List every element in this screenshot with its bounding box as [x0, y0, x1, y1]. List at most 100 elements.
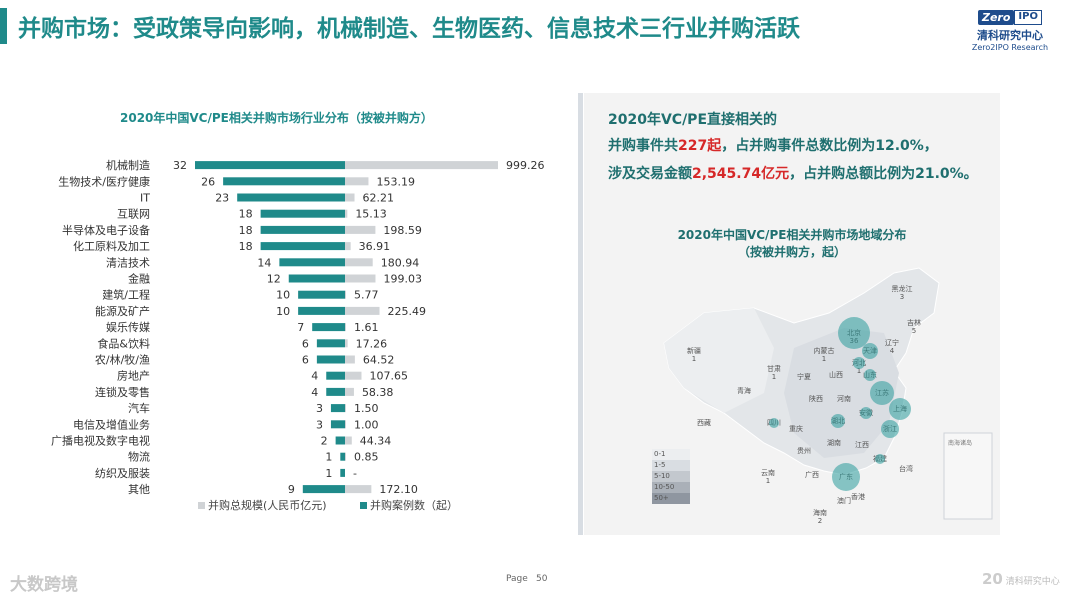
count-value-label: 18 — [239, 240, 253, 253]
scale-value-label: 107.65 — [369, 370, 408, 383]
count-value-label: 10 — [276, 289, 290, 302]
region-value: 2 — [818, 517, 822, 525]
watermark-right: 20 清科研究中心 — [982, 570, 1060, 588]
panel-divider — [578, 93, 583, 535]
map-legend-item: 50+ — [652, 493, 690, 504]
count-value-label: 10 — [276, 305, 290, 318]
south-china-sea-inset — [943, 432, 993, 520]
region-bubble — [831, 414, 845, 428]
watermark-right-number: 20 — [982, 570, 1003, 588]
scale-bar — [345, 290, 346, 299]
scale-bar — [345, 339, 348, 348]
scale-value-label: 199.03 — [383, 273, 422, 286]
scale-bar — [345, 225, 376, 234]
count-bar — [260, 225, 345, 234]
region-label: 青海 — [737, 386, 751, 395]
map-legend-item: 0-1 — [652, 449, 690, 460]
scale-value-label: - — [353, 467, 357, 480]
region-bubble — [862, 343, 878, 359]
region-bubble — [889, 398, 911, 420]
count-value-label: 26 — [201, 175, 215, 188]
region-value: 4 — [890, 347, 895, 355]
count-value-label: 9 — [288, 483, 295, 496]
map-title-line-2: （按被并购方，起） — [737, 245, 846, 259]
deal-count-highlight: 227起 — [678, 138, 722, 154]
page-label: Page — [506, 574, 528, 584]
count-bar — [326, 371, 345, 380]
scale-value-label: 1.00 — [354, 418, 379, 431]
count-value-label: 7 — [297, 321, 304, 334]
legend-swatch-scale — [198, 502, 205, 509]
region-label: 辽宁 — [885, 338, 899, 347]
region-value: 1 — [766, 477, 770, 485]
count-bar — [326, 387, 345, 396]
region-bubble — [769, 418, 779, 428]
scale-bar — [345, 355, 355, 364]
scale-bar — [345, 161, 498, 170]
scale-bar — [345, 404, 346, 413]
count-bar — [195, 161, 345, 170]
summary-line-2-a: 并购事件共 — [608, 138, 678, 154]
logo-ipo-text: IPO — [1014, 10, 1042, 25]
count-bar — [340, 452, 345, 461]
scale-value-label: 153.19 — [376, 175, 415, 188]
region-label: 河南 — [837, 394, 851, 403]
category-label: 娱乐传媒 — [106, 320, 150, 334]
region-bubble — [875, 454, 885, 464]
count-bar — [279, 258, 345, 267]
china-east-shading — [784, 328, 899, 458]
scale-value-label: 172.10 — [379, 483, 418, 496]
region-value: 1 — [692, 355, 696, 363]
region-label: 内蒙古 — [814, 346, 835, 355]
region-label: 湖南 — [827, 438, 841, 447]
count-bar — [223, 177, 345, 186]
count-value-label: 3 — [316, 402, 323, 415]
region-label: 江西 — [855, 441, 869, 449]
china-region-map: 南海诸岛 黑龙江3吉林5辽宁4北京36天津内蒙古1河北1山西山东新疆1甘肃1宁夏… — [663, 267, 993, 525]
region-label: 澳门 — [837, 496, 851, 505]
region-label: 山西 — [829, 370, 843, 379]
scale-value-label: 5.77 — [354, 289, 379, 302]
region-value: 1 — [822, 355, 826, 363]
legend-label-count: 并购案例数（起） — [370, 498, 458, 512]
region-label: 云南 — [761, 468, 775, 477]
scale-value-label: 58.38 — [362, 386, 394, 399]
region-value: 1 — [857, 367, 861, 375]
scale-value-label: 1.50 — [354, 402, 379, 415]
watermark-right-text: 清科研究中心 — [1005, 577, 1060, 587]
legend-label-scale: 并购总规模(人民币亿元) — [208, 498, 327, 512]
category-label: 清洁技术 — [106, 256, 150, 269]
region-label: 新疆 — [687, 346, 701, 355]
region-label: 重庆 — [789, 424, 803, 433]
region-bubble — [864, 369, 876, 381]
summary-line-3-a: 涉及交易金额 — [608, 166, 692, 182]
scale-bar — [345, 209, 348, 218]
category-label: 广播电视及数字电视 — [51, 434, 150, 448]
count-bar — [288, 274, 345, 283]
map-bubbles — [769, 317, 911, 491]
scale-bar — [345, 387, 354, 396]
count-value-label: 32 — [173, 159, 187, 172]
count-value-label: 12 — [267, 273, 281, 286]
title-accent-bar — [0, 8, 7, 44]
scale-bar — [345, 242, 351, 251]
scale-bar — [345, 371, 362, 380]
region-label: 广西 — [805, 470, 819, 479]
region-bubble — [881, 420, 899, 438]
category-label: 食品&饮料 — [97, 336, 150, 350]
count-bar — [340, 468, 345, 477]
category-label: 化工原料及加工 — [73, 239, 150, 253]
count-bar — [260, 242, 345, 251]
region-value: 5 — [912, 327, 916, 335]
region-label: 宁夏 — [797, 372, 811, 381]
count-bar — [312, 323, 345, 332]
count-value-label: 4 — [311, 386, 318, 399]
scale-value-label: 17.26 — [356, 337, 388, 350]
count-value-label: 1 — [325, 451, 332, 464]
scale-value-label: 225.49 — [388, 305, 427, 318]
scale-value-label: 180.94 — [381, 256, 420, 269]
category-label: 金融 — [128, 272, 150, 286]
summary-line-3: 涉及交易金额2,545.74亿元，占并购总额比例为21.0%。 — [608, 163, 978, 183]
region-label: 甘肃 — [767, 364, 781, 373]
